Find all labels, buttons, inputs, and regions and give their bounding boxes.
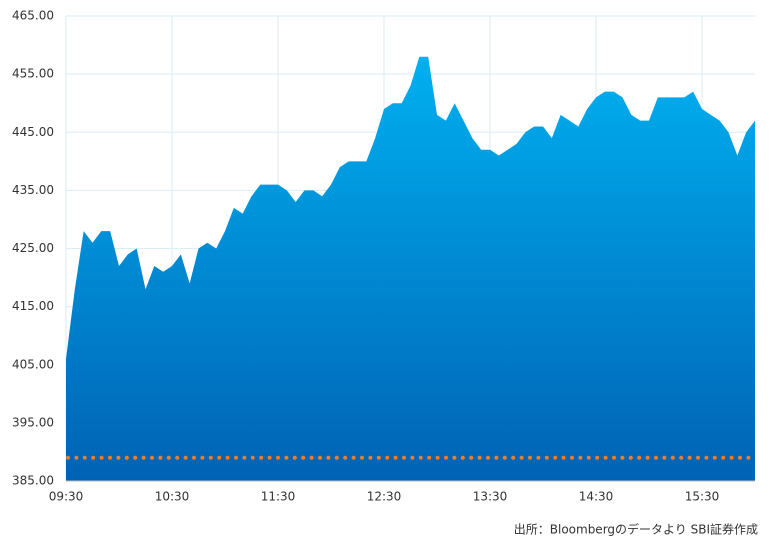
x-tick-label: 15:30 bbox=[685, 490, 720, 504]
x-tick-label: 11:30 bbox=[261, 490, 296, 504]
y-tick-label: 425.00 bbox=[12, 241, 54, 255]
y-tick-label: 435.00 bbox=[12, 183, 54, 197]
x-tick-label: 12:30 bbox=[367, 490, 402, 504]
x-tick-label: 14:30 bbox=[579, 490, 614, 504]
x-tick-label: 13:30 bbox=[473, 490, 508, 504]
y-tick-label: 405.00 bbox=[12, 357, 54, 371]
x-tick-label: 10:30 bbox=[155, 490, 190, 504]
source-note: 出所：Bloombergのデータより SBI証券作成 bbox=[514, 522, 758, 537]
y-tick-label: 445.00 bbox=[12, 125, 54, 139]
y-tick-label: 385.00 bbox=[12, 474, 54, 488]
y-tick-label: 395.00 bbox=[12, 415, 54, 429]
x-tick-label: 09:30 bbox=[49, 490, 84, 504]
y-tick-label: 465.00 bbox=[12, 9, 54, 23]
y-tick-label: 455.00 bbox=[12, 67, 54, 81]
area bbox=[66, 56, 755, 481]
y-tick-label: 415.00 bbox=[12, 299, 54, 313]
